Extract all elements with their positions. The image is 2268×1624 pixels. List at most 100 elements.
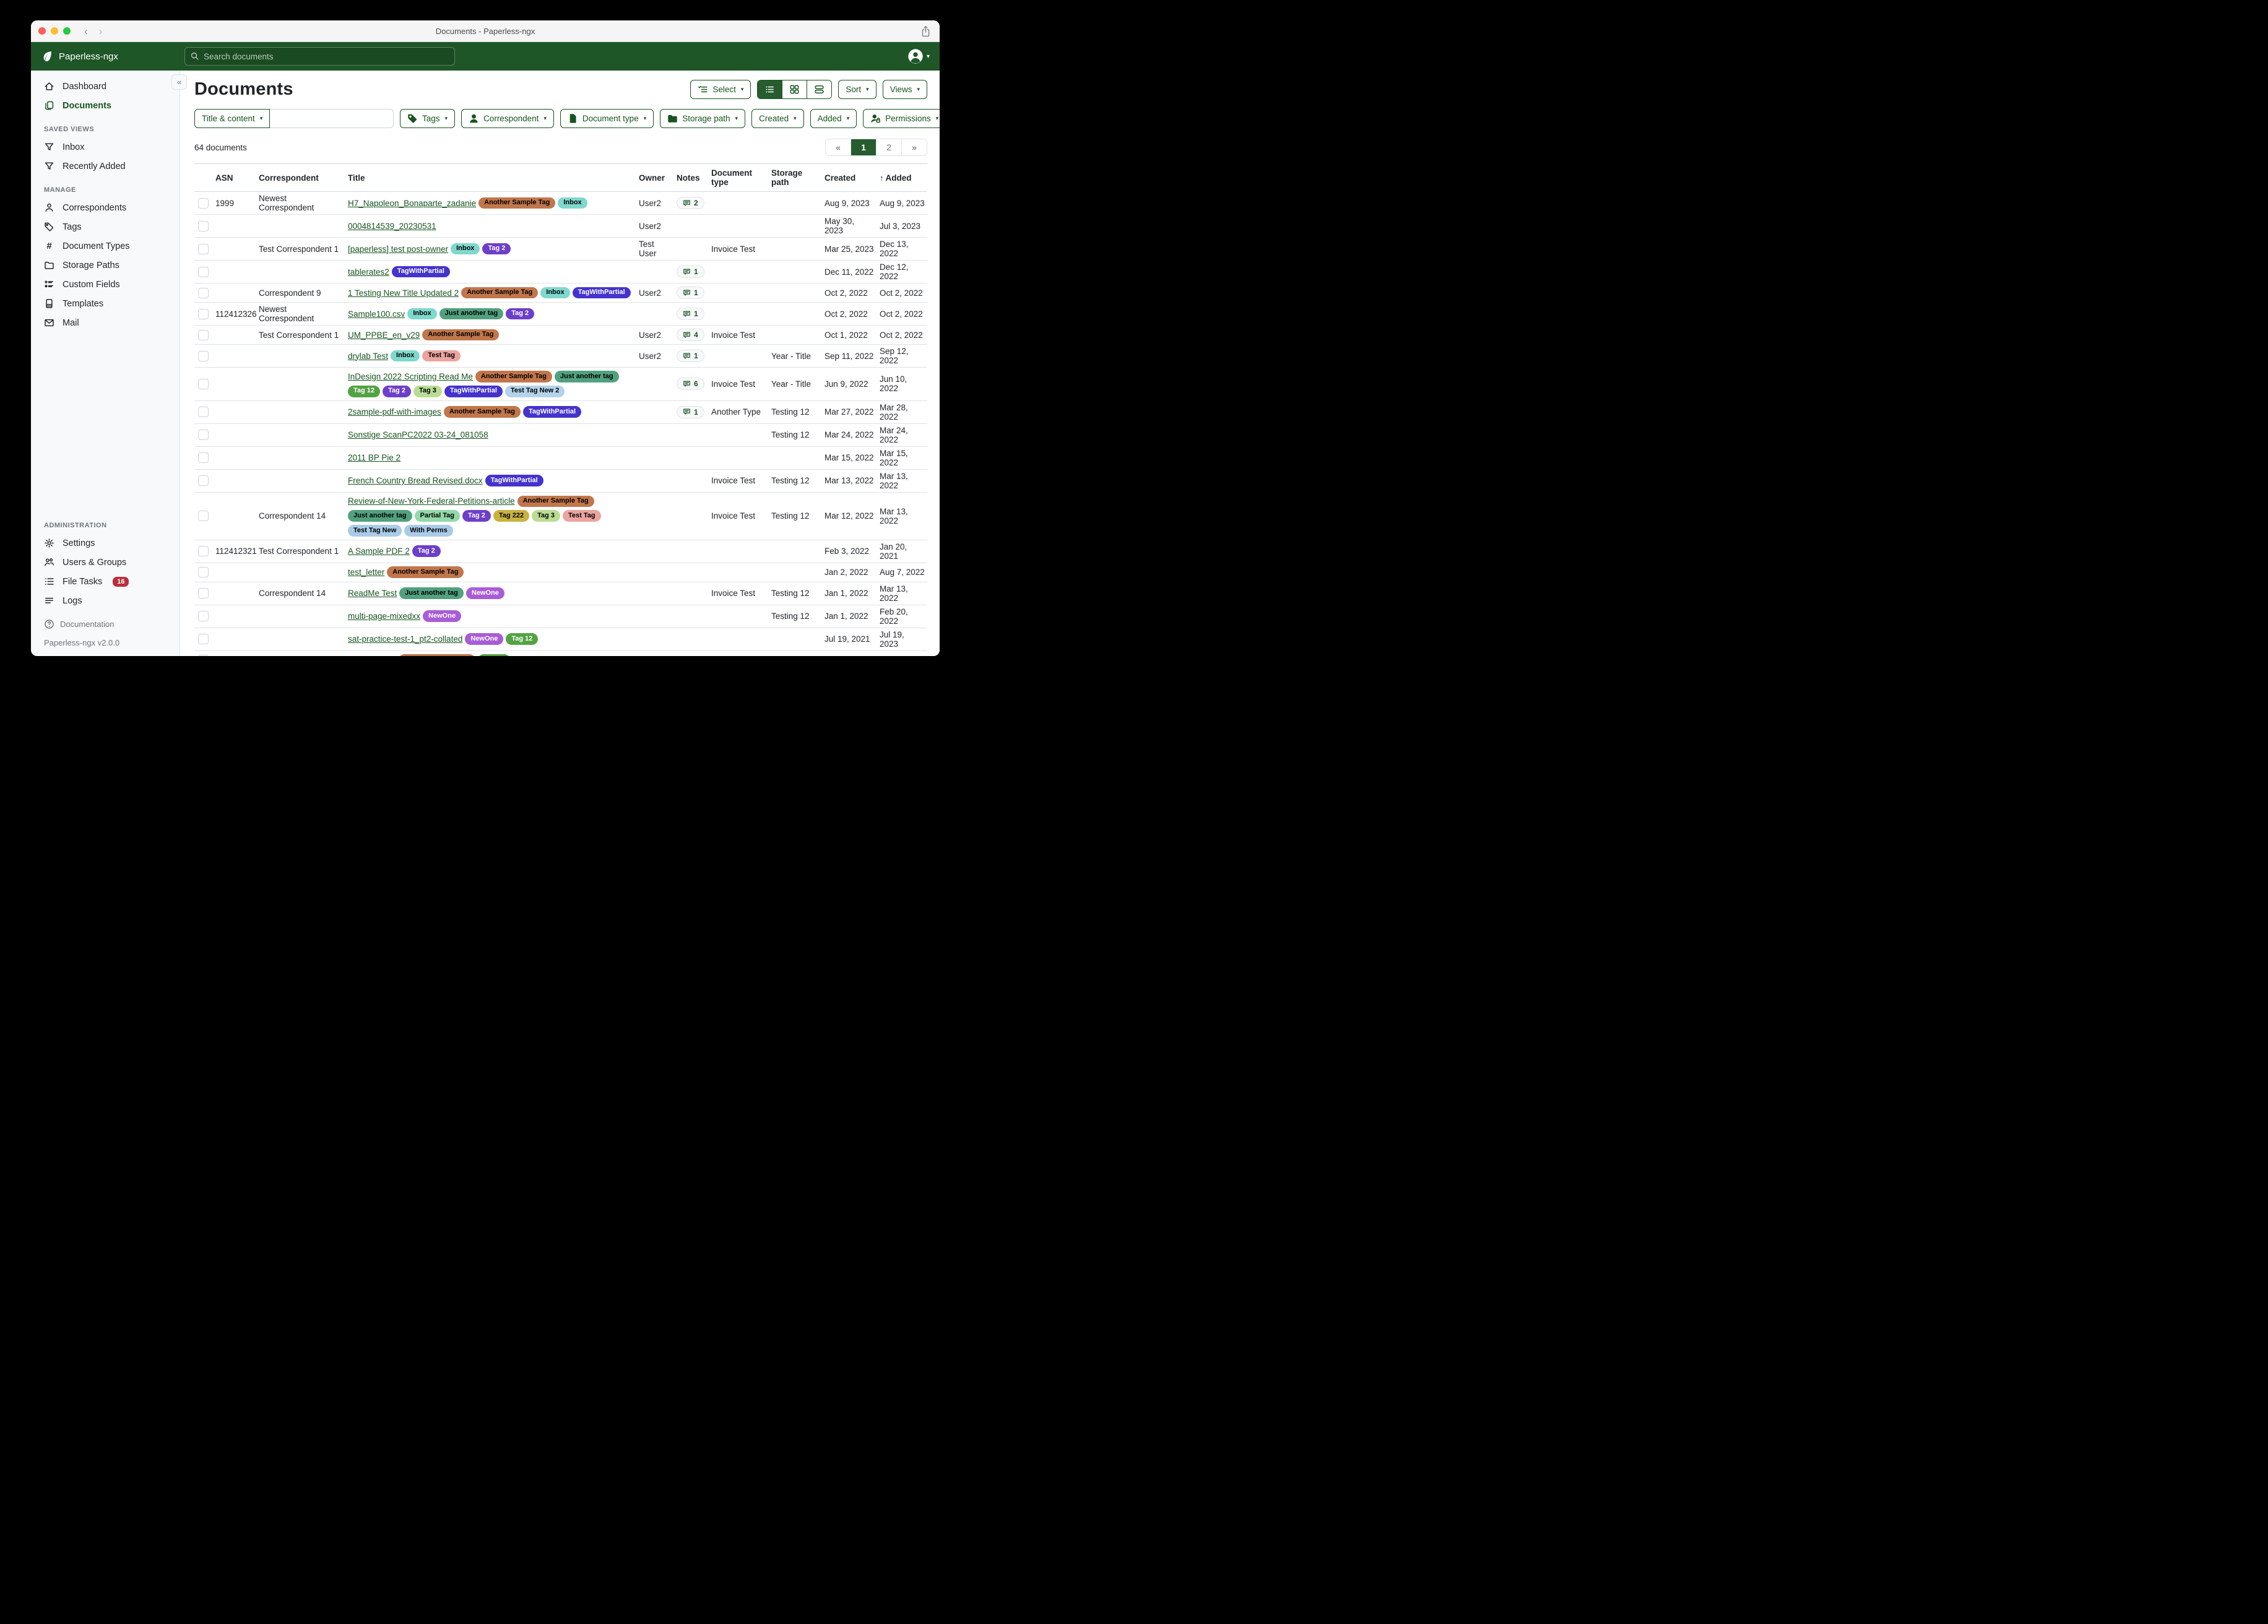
doc-checkbox[interactable]: [198, 243, 209, 254]
doc-checkbox[interactable]: [198, 220, 209, 231]
title-content-input[interactable]: [270, 109, 394, 128]
tag-chip[interactable]: Test Tag New 2: [504, 385, 565, 397]
doc-checkbox[interactable]: [198, 329, 209, 340]
document-link[interactable]: 1 Testing New Title Updated 2: [348, 288, 459, 298]
sidebar-item-dashboard[interactable]: Dashboard: [31, 77, 180, 96]
column-header-added[interactable]: ↑ Added: [880, 173, 912, 183]
sidebar-item-tags[interactable]: Tags: [31, 217, 180, 236]
tag-chip[interactable]: Another Sample Tag: [422, 329, 500, 341]
sidebar-item-users-groups[interactable]: Users & Groups: [31, 553, 180, 572]
search-input[interactable]: [184, 47, 455, 66]
sidebar-item-mail[interactable]: Mail: [31, 313, 180, 332]
document-link[interactable]: InDesign 2022 Scripting Read Me: [348, 371, 473, 381]
tag-chip[interactable]: Just another tag: [555, 371, 619, 382]
column-header-created[interactable]: Created: [825, 173, 856, 183]
sidebar-item-documents[interactable]: Documents: [31, 96, 180, 115]
sidebar-collapse-button[interactable]: «: [171, 74, 187, 90]
tag-chip[interactable]: Another Sample Tag: [517, 495, 594, 508]
doc-checkbox[interactable]: [198, 378, 209, 389]
document-link[interactable]: sat-practice-test-1_pt2-collated: [348, 634, 463, 644]
document-link[interactable]: 0004814539_20230531: [348, 221, 436, 231]
tag-chip[interactable]: TagWithPartial: [391, 266, 450, 278]
tag-chip[interactable]: Tag 12: [506, 633, 539, 646]
doc-checkbox[interactable]: [198, 655, 209, 656]
notes-badge[interactable]: 4: [677, 329, 704, 341]
maximize-button[interactable]: [63, 27, 71, 35]
tag-chip[interactable]: Inbox: [540, 287, 570, 299]
doc-checkbox[interactable]: [198, 511, 209, 522]
tag-chip[interactable]: NewOne: [465, 587, 504, 600]
tag-chip[interactable]: Another Sample Tag: [443, 406, 521, 418]
notes-badge[interactable]: 1: [677, 287, 704, 299]
select-button[interactable]: Select ▾: [690, 80, 751, 99]
document-link[interactable]: ReadMe Test: [348, 589, 397, 598]
tags-filter-button[interactable]: Tags ▾: [400, 109, 456, 128]
share-icon[interactable]: [920, 25, 931, 37]
document-link[interactable]: UM_PPBE_en_v29: [348, 330, 420, 340]
pagination-page-1[interactable]: 1: [850, 139, 876, 155]
column-header-notes[interactable]: Notes: [677, 173, 700, 183]
column-header-document-type[interactable]: Document type: [711, 168, 753, 187]
document-link[interactable]: H7_Napoleon_Bonaparte_zadanie: [348, 198, 477, 208]
tag-chip[interactable]: TagWithPartial: [444, 385, 503, 397]
tag-chip[interactable]: Just another tag: [399, 587, 464, 600]
notes-badge[interactable]: 1: [677, 405, 704, 418]
added-filter-button[interactable]: Added ▾: [810, 109, 857, 128]
views-button[interactable]: Views ▾: [882, 80, 927, 99]
sidebar-item-inbox[interactable]: Inbox: [31, 137, 180, 157]
tag-chip[interactable]: Another Sample Tag: [461, 287, 539, 299]
document-link[interactable]: simple txt file: [348, 655, 396, 656]
document-link[interactable]: drylab Test: [348, 351, 389, 361]
doc-checkbox[interactable]: [198, 546, 209, 557]
column-header-asn[interactable]: ASN: [215, 173, 233, 183]
tag-chip[interactable]: Another Sample Tag: [475, 371, 553, 382]
tag-chip[interactable]: NewOne: [423, 610, 462, 623]
user-menu[interactable]: ▾: [907, 48, 930, 64]
pagination-next[interactable]: »: [901, 139, 927, 155]
tag-chip[interactable]: Inbox: [451, 243, 480, 255]
doc-checkbox[interactable]: [198, 452, 209, 463]
tag-chip[interactable]: Tag 3: [413, 385, 442, 397]
document-link[interactable]: [paperless] test post-owner: [348, 244, 449, 254]
document-link[interactable]: tablerates2: [348, 267, 389, 277]
tag-chip[interactable]: Another Sample Tag: [399, 654, 476, 656]
tag-chip[interactable]: TagWithPartial: [572, 287, 631, 299]
doc-checkbox[interactable]: [198, 430, 209, 440]
minimize-button[interactable]: [51, 27, 58, 35]
sidebar-item-templates[interactable]: Templates: [31, 294, 180, 313]
sidebar-item-recently-added[interactable]: Recently Added: [31, 157, 180, 176]
sidebar-item-settings[interactable]: Settings: [31, 533, 180, 553]
doc-checkbox[interactable]: [198, 266, 209, 277]
document-link[interactable]: multi-page-mixedxx: [348, 611, 421, 621]
notes-badge[interactable]: 1: [677, 266, 704, 278]
forward-button[interactable]: ›: [98, 25, 103, 37]
tag-chip[interactable]: Test Tag: [422, 350, 461, 362]
documentation-link[interactable]: Documentation: [44, 615, 167, 633]
tag-chip[interactable]: Partial Tag: [414, 510, 461, 522]
tag-chip[interactable]: TagWithPartial: [485, 475, 543, 486]
tag-chip[interactable]: Tag 2: [506, 308, 535, 320]
column-header-owner[interactable]: Owner: [639, 173, 665, 183]
tag-chip[interactable]: Inbox: [407, 308, 437, 320]
tag-chip[interactable]: Tag 3: [532, 510, 561, 522]
column-header-storage-path[interactable]: Storage path: [771, 168, 803, 187]
tag-chip[interactable]: Inbox: [558, 197, 587, 209]
document-link[interactable]: French Country Bread Revised.docx: [348, 476, 483, 485]
column-header-title[interactable]: Title: [348, 173, 365, 183]
doc-checkbox[interactable]: [198, 588, 209, 599]
document-link[interactable]: 2011 BP Pie 2: [348, 453, 401, 462]
tag-chip[interactable]: Another Sample Tag: [387, 566, 464, 579]
notes-badge[interactable]: 2: [677, 197, 704, 209]
permissions-filter-button[interactable]: Permissions ▾: [863, 109, 940, 128]
sidebar-item-correspondents[interactable]: Correspondents: [31, 198, 180, 217]
doc-checkbox[interactable]: [198, 611, 209, 622]
tag-chip[interactable]: Tag 222: [493, 510, 530, 522]
tag-chip[interactable]: Tag 12: [478, 654, 511, 656]
storage-path-filter-button[interactable]: Storage path ▾: [660, 109, 746, 128]
pagination-prev[interactable]: «: [826, 139, 850, 155]
notes-badge[interactable]: 6: [677, 378, 704, 391]
pagination-page-2[interactable]: 2: [876, 139, 901, 155]
tag-chip[interactable]: Test Tag New: [348, 525, 402, 537]
document-link[interactable]: 2sample-pdf-with-images: [348, 407, 441, 417]
doc-checkbox[interactable]: [198, 567, 209, 578]
